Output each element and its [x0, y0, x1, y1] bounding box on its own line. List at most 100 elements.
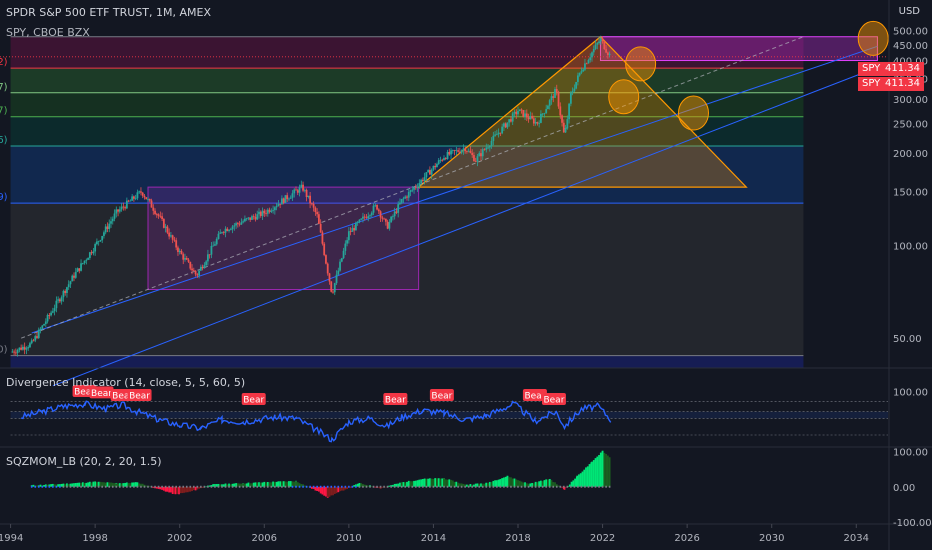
momentum-bar	[434, 478, 437, 487]
squeeze-dot	[594, 485, 597, 488]
momentum-bar	[176, 486, 179, 495]
divergence-indicator-label[interactable]: Divergence Indicator (14, close, 5, 5, 6…	[6, 376, 246, 389]
momentum-bar	[323, 486, 326, 496]
squeeze-dot	[418, 485, 421, 488]
candle-body	[122, 206, 125, 208]
squeeze-dot	[517, 485, 519, 488]
bear-label-box	[522, 389, 547, 401]
momentum-bar	[406, 481, 408, 487]
candle-body	[478, 153, 481, 157]
momentum-bar	[409, 481, 412, 487]
momentum-bar	[106, 482, 109, 487]
candle-body	[32, 340, 35, 342]
squeeze-dot	[298, 485, 301, 488]
momentum-bar	[196, 486, 199, 490]
squeeze-dot	[499, 485, 502, 488]
candle-body	[402, 198, 405, 200]
momentum-bar	[541, 481, 544, 487]
time-axis-tick: 2010	[336, 533, 361, 544]
candle-body	[207, 254, 209, 262]
momentum-bar	[592, 460, 595, 487]
momentum-bar	[101, 482, 104, 487]
candle-body	[80, 263, 82, 271]
momentum-bar	[316, 486, 319, 491]
momentum-bar	[159, 486, 162, 490]
candle-body	[170, 235, 172, 237]
squeeze-dot	[584, 485, 586, 488]
momentum-bar	[36, 485, 38, 487]
candle-body	[215, 239, 218, 245]
candle-body	[584, 63, 586, 70]
squeeze-dot	[178, 485, 181, 488]
squeeze-dot	[108, 485, 111, 488]
candle-body	[599, 38, 602, 42]
momentum-bar	[381, 486, 384, 488]
momentum-bar	[244, 483, 246, 487]
candle-body	[14, 352, 17, 354]
candle-body	[187, 259, 190, 262]
momentum-bar	[601, 450, 604, 487]
bear-label: Bear	[243, 396, 264, 406]
momentum-bar	[596, 456, 599, 487]
candle-body	[36, 336, 38, 338]
squeeze-dot	[605, 485, 607, 488]
momentum-bar	[214, 484, 216, 487]
bear-label: Bear	[112, 392, 133, 402]
bear-label-box	[429, 389, 454, 401]
squeeze-dot	[94, 485, 96, 488]
candle-body	[281, 198, 283, 205]
candle-body	[96, 241, 98, 245]
squeeze-dot	[513, 485, 516, 488]
squeeze-dot	[263, 485, 266, 488]
candle-body	[508, 119, 511, 123]
candle-body	[247, 217, 250, 219]
momentum-bar	[534, 481, 537, 487]
price-axis-tick: 150.00	[893, 187, 928, 198]
highlight-circle	[677, 95, 709, 131]
candle-body	[217, 233, 220, 240]
squeeze-dot	[527, 485, 530, 488]
candle-body	[203, 265, 206, 269]
sqzmom-indicator-label[interactable]: SQZMOM_LB (20, 2, 20, 1.5)	[6, 455, 162, 468]
candle-body	[562, 122, 565, 133]
squeeze-dot	[608, 485, 611, 488]
candle-body	[110, 221, 112, 224]
sqzmom-axis-tick: -100.00	[893, 518, 932, 529]
momentum-bar	[53, 484, 56, 487]
candle-body	[571, 91, 574, 93]
momentum-bar	[586, 466, 589, 487]
candle-body	[277, 203, 280, 207]
candle-body	[136, 192, 139, 199]
squeeze-dot	[150, 485, 153, 488]
squeeze-dot	[196, 485, 199, 488]
fibonacci-retracement[interactable]: 1(43.90) 0.786(137.49) 0.618(210.96) 0.5(26…	[0, 36, 804, 368]
candle-body	[363, 216, 366, 218]
momentum-bar	[258, 482, 260, 487]
momentum-bar	[251, 483, 253, 487]
squeeze-dot	[591, 485, 593, 488]
squeeze-dot	[481, 485, 484, 488]
candle-body	[117, 209, 119, 212]
squeeze-dot	[133, 485, 135, 488]
squeeze-dot	[471, 485, 473, 488]
candle-body	[522, 110, 525, 117]
momentum-bar	[170, 486, 172, 493]
candle-body	[178, 250, 181, 252]
momentum-bar	[501, 478, 504, 487]
momentum-bar	[339, 486, 341, 492]
momentum-bar	[124, 482, 126, 487]
momentum-bar	[136, 482, 139, 487]
momentum-bar	[444, 479, 447, 487]
momentum-bar	[312, 486, 315, 489]
momentum-bar	[293, 481, 296, 487]
sqzmom-axis-tick: 0.00	[893, 483, 915, 494]
fib-level-label: 0.618(210.96)	[0, 135, 8, 146]
candle-body	[273, 207, 276, 211]
candle-body	[420, 179, 422, 184]
squeeze-dot	[291, 485, 294, 488]
candle-body	[198, 270, 200, 276]
candle-body	[582, 69, 585, 72]
candle-body	[513, 111, 516, 114]
candle-body	[300, 184, 303, 188]
